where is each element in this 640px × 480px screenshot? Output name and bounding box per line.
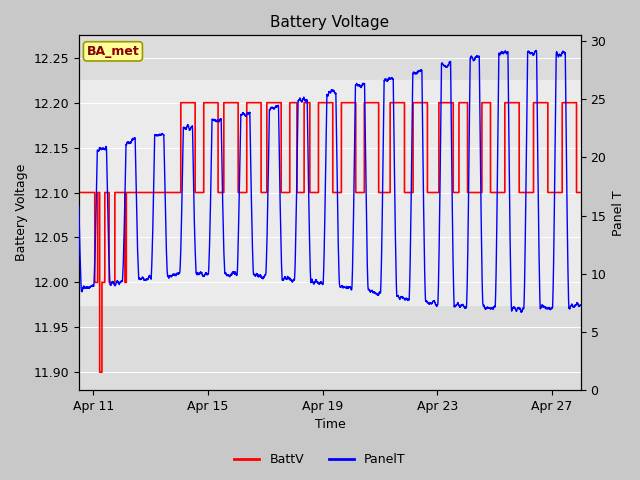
Legend: BattV, PanelT: BattV, PanelT bbox=[229, 448, 411, 471]
Bar bbox=[79, 80, 581, 305]
X-axis label: Time: Time bbox=[315, 419, 346, 432]
Title: Battery Voltage: Battery Voltage bbox=[270, 15, 390, 30]
Y-axis label: Battery Voltage: Battery Voltage bbox=[15, 164, 28, 262]
Y-axis label: Panel T: Panel T bbox=[612, 190, 625, 236]
Text: BA_met: BA_met bbox=[86, 45, 140, 58]
